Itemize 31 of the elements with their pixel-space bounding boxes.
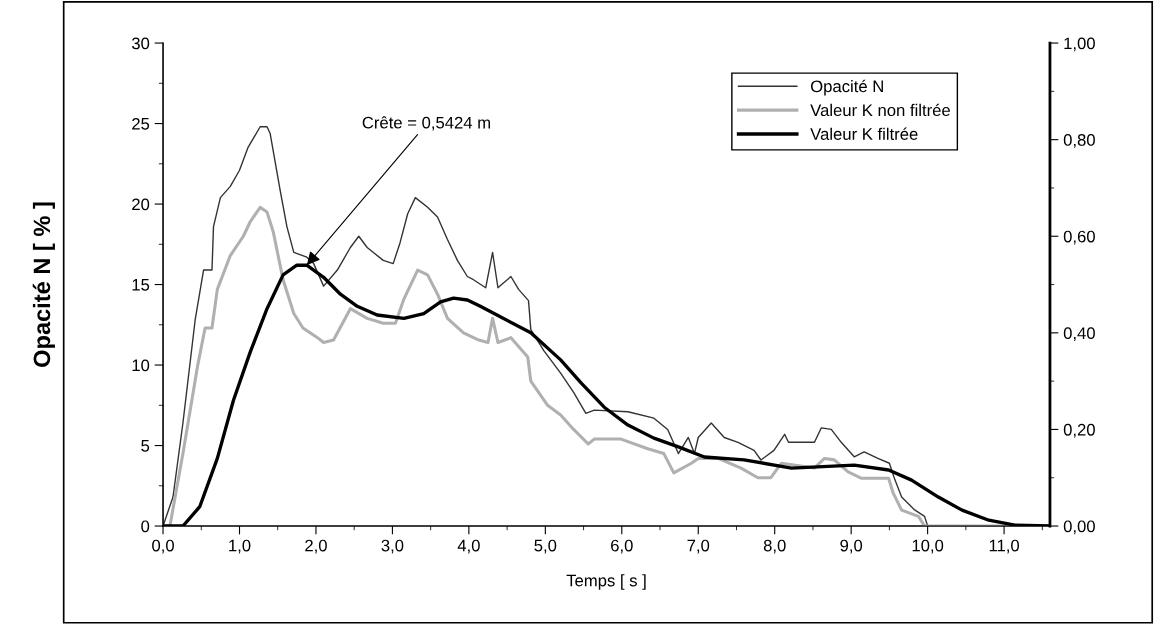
- y2-tick-label: 0,80: [1063, 134, 1095, 148]
- x-tick-label: 8,0: [763, 539, 786, 554]
- y-tick-label: 5: [141, 440, 150, 452]
- y2-tick-label: 0,60: [1063, 230, 1095, 245]
- x-tick-label: 9,0: [840, 539, 863, 554]
- y-tick-label: 15: [132, 279, 150, 291]
- x-tick-label: 6,0: [611, 539, 633, 554]
- legend-label: Valeur K filtrée: [810, 127, 918, 140]
- y-tick-label: 0: [141, 520, 150, 533]
- y2-tick-label: 0,00: [1063, 520, 1095, 535]
- x-tick-label: 11,0: [989, 539, 1020, 554]
- y-tick-label: 10: [132, 359, 150, 372]
- x-tick-label: 1,0: [229, 539, 251, 554]
- y-tick-label: 25: [132, 117, 150, 130]
- x-tick-label: 10,0: [912, 539, 944, 554]
- x-tick-label: 4,0: [457, 539, 480, 554]
- y-tick-label: 30: [131, 37, 150, 50]
- y2-tick-label: 0,20: [1063, 423, 1095, 438]
- legend-label: Valeur K non filtrée: [810, 103, 950, 117]
- y2-tick-label: 0,40: [1063, 327, 1095, 342]
- x-tick-label: 5,0: [534, 539, 557, 554]
- x-axis-title: Temps [ s ]: [566, 574, 646, 590]
- y2-tick-label: 1,00: [1064, 37, 1095, 52]
- y-tick-label: 20: [132, 198, 150, 211]
- x-tick-label: 0,0: [152, 539, 174, 554]
- x-tick-label: 2,0: [305, 539, 327, 554]
- legend-label: Opacité N: [810, 79, 883, 96]
- annotation: Crête = 0,5424 m: [362, 116, 490, 131]
- x-tick-label: 7,0: [687, 539, 710, 554]
- x-tick-label: 3,0: [381, 539, 404, 554]
- y-axis-title: Opacité N [ % ]: [32, 202, 55, 367]
